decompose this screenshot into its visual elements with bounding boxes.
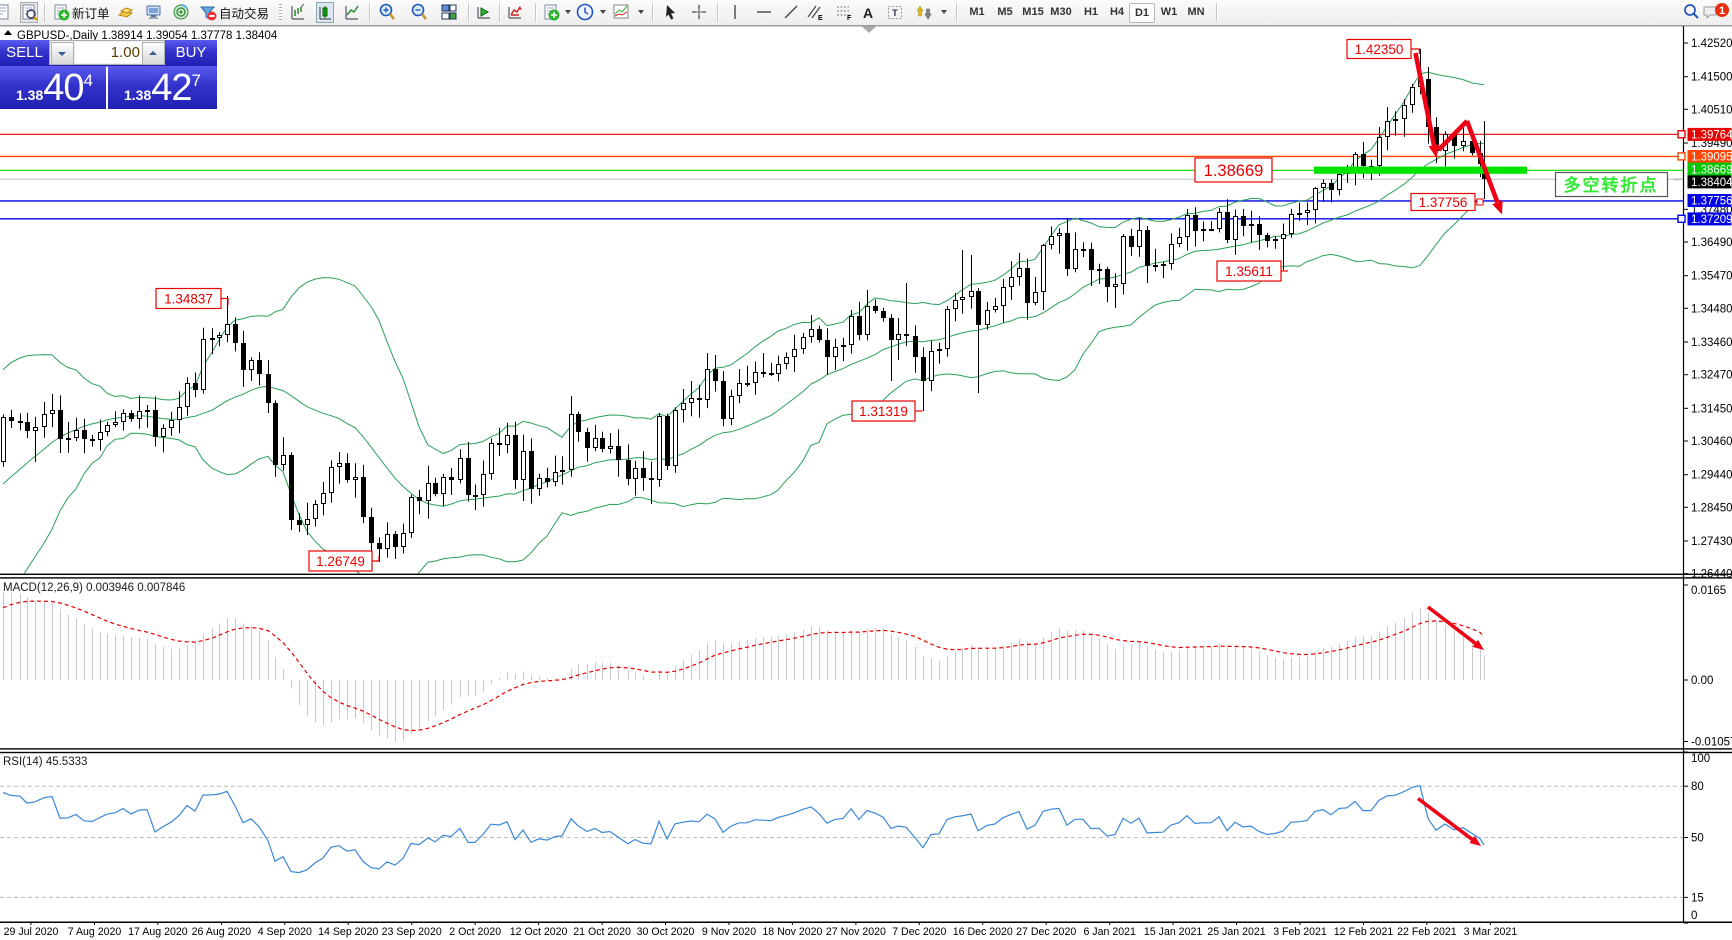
- svg-text:1.33460: 1.33460: [1691, 337, 1732, 349]
- svg-text:0.00: 0.00: [1691, 675, 1713, 687]
- svg-text:50: 50: [1691, 833, 1704, 845]
- svg-text:1.27430: 1.27430: [1691, 536, 1732, 548]
- svg-text:18 Nov 2020: 18 Nov 2020: [762, 926, 822, 938]
- svg-text:1.40510: 1.40510: [1691, 104, 1732, 116]
- svg-text:GBPUSD-,Daily 1.38914 1.39054: GBPUSD-,Daily 1.38914 1.39054 1.37778 1.…: [17, 30, 278, 42]
- svg-text:27 Dec 2020: 27 Dec 2020: [1016, 926, 1076, 938]
- svg-text:23 Sep 2020: 23 Sep 2020: [382, 926, 442, 938]
- svg-text:16 Dec 2020: 16 Dec 2020: [953, 926, 1013, 938]
- svg-text:1.39095: 1.39095: [1691, 152, 1732, 164]
- svg-text:26 Aug 2020: 26 Aug 2020: [192, 926, 252, 938]
- svg-text:1.38669: 1.38669: [1204, 162, 1264, 180]
- svg-text:22 Feb 2021: 22 Feb 2021: [1397, 926, 1457, 938]
- svg-text:4 Sep 2020: 4 Sep 2020: [258, 926, 312, 938]
- svg-text:MACD(12,26,9) 0.003946 0.00784: MACD(12,26,9) 0.003946 0.007846: [3, 582, 185, 594]
- svg-text:2 Oct 2020: 2 Oct 2020: [449, 926, 501, 938]
- svg-text:1.34480: 1.34480: [1691, 303, 1732, 315]
- svg-text:1.35611: 1.35611: [1225, 264, 1273, 279]
- svg-text:1.26749: 1.26749: [316, 554, 365, 569]
- svg-text:1.38404: 1.38404: [1691, 177, 1732, 189]
- svg-text:0.0165: 0.0165: [1691, 585, 1726, 597]
- svg-text:1.36490: 1.36490: [1691, 237, 1732, 249]
- svg-text:1.29440: 1.29440: [1691, 470, 1732, 482]
- svg-text:F: F: [847, 15, 852, 22]
- svg-text:1.31319: 1.31319: [859, 404, 908, 419]
- svg-text:80: 80: [1691, 781, 1704, 793]
- svg-text:9 Nov 2020: 9 Nov 2020: [702, 926, 756, 938]
- svg-text:1.30460: 1.30460: [1691, 436, 1732, 448]
- svg-text:7 Dec 2020: 7 Dec 2020: [892, 926, 946, 938]
- svg-text:1.42350: 1.42350: [1355, 42, 1404, 57]
- svg-text:3 Mar 2021: 3 Mar 2021: [1464, 926, 1518, 938]
- svg-text:1.37756: 1.37756: [1419, 195, 1468, 210]
- svg-text:1.26440: 1.26440: [1691, 569, 1732, 581]
- svg-text:15 Jan 2021: 15 Jan 2021: [1144, 926, 1202, 938]
- svg-text:100: 100: [1691, 753, 1710, 765]
- svg-text:30 Oct 2020: 30 Oct 2020: [637, 926, 695, 938]
- svg-text:1.41500: 1.41500: [1691, 72, 1732, 84]
- svg-text:1.34837: 1.34837: [164, 291, 213, 306]
- svg-text:1.35470: 1.35470: [1691, 271, 1732, 283]
- svg-text:1.42520: 1.42520: [1691, 38, 1732, 50]
- svg-text:1.32470: 1.32470: [1691, 370, 1732, 382]
- svg-text:E: E: [818, 15, 823, 22]
- svg-text:1.31450: 1.31450: [1691, 403, 1732, 415]
- svg-text:17 Aug 2020: 17 Aug 2020: [128, 926, 188, 938]
- svg-text:1.38669: 1.38669: [1691, 164, 1732, 176]
- svg-text:29 Jul 2020: 29 Jul 2020: [4, 926, 59, 938]
- svg-text:6 Jan 2021: 6 Jan 2021: [1083, 926, 1136, 938]
- svg-text:12 Oct 2020: 12 Oct 2020: [510, 926, 568, 938]
- svg-text:RSI(14) 45.5333: RSI(14) 45.5333: [3, 756, 87, 768]
- svg-text:1.39764: 1.39764: [1691, 130, 1732, 142]
- svg-text:3 Feb 2021: 3 Feb 2021: [1273, 926, 1327, 938]
- svg-text:7 Aug 2020: 7 Aug 2020: [68, 926, 122, 938]
- svg-text:-0.010571: -0.010571: [1691, 737, 1732, 749]
- svg-text:1: 1: [1719, 5, 1725, 17]
- svg-text:12 Feb 2021: 12 Feb 2021: [1334, 926, 1394, 938]
- svg-text:14 Sep 2020: 14 Sep 2020: [318, 926, 378, 938]
- svg-text:25 Jan 2021: 25 Jan 2021: [1207, 926, 1265, 938]
- svg-text:T: T: [892, 8, 898, 19]
- svg-text:1.39490: 1.39490: [1691, 138, 1732, 150]
- svg-text:1.37209: 1.37209: [1691, 214, 1732, 226]
- svg-text:27 Nov 2020: 27 Nov 2020: [826, 926, 886, 938]
- svg-text:15: 15: [1691, 892, 1704, 904]
- svg-text:1.28450: 1.28450: [1691, 502, 1732, 514]
- svg-text:0: 0: [1691, 910, 1697, 922]
- svg-text:21 Oct 2020: 21 Oct 2020: [573, 926, 631, 938]
- svg-text:1.37756: 1.37756: [1691, 196, 1732, 208]
- svg-text:多空转折点: 多空转折点: [1564, 175, 1659, 195]
